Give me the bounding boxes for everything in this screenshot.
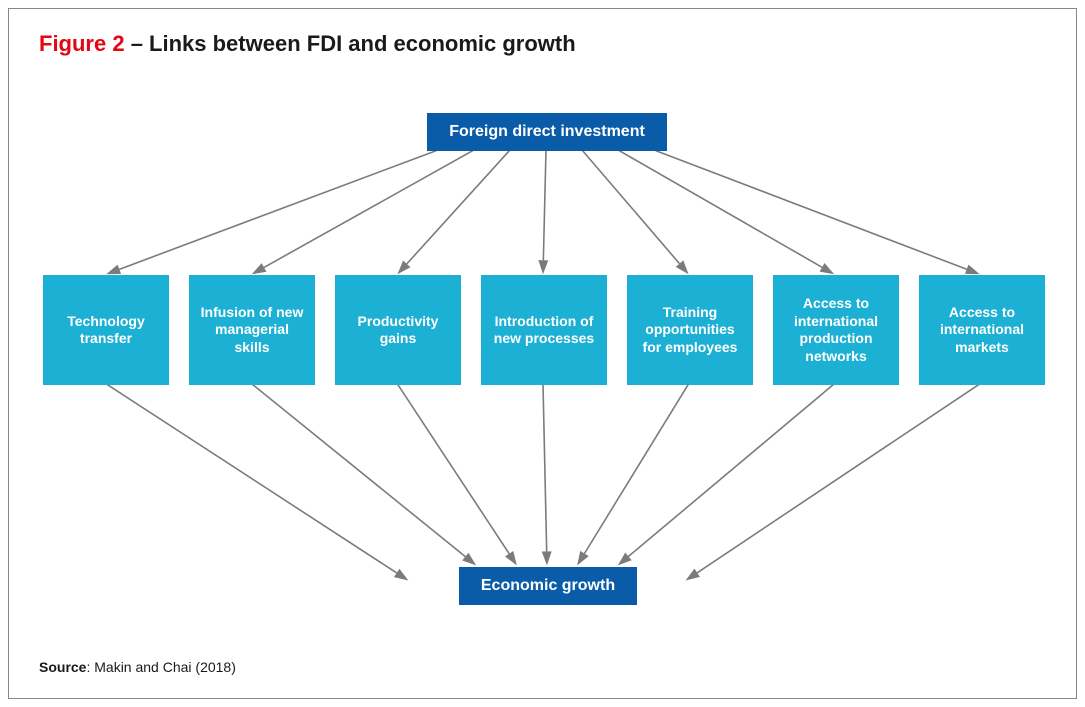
node-growth: Economic growth [459, 567, 637, 605]
node-m5: Training opportunities for employees [627, 275, 753, 385]
node-m2: Infusion of new managerial skills [189, 275, 315, 385]
node-m1: Technology transfer [43, 275, 169, 385]
node-m3: Productivity gains [335, 275, 461, 385]
source-text: Makin and Chai (2018) [94, 659, 236, 675]
node-fdi: Foreign direct investment [427, 113, 667, 151]
page: Figure 2 – Links between FDI and economi… [0, 0, 1085, 707]
node-m4: Introduction of new processes [481, 275, 607, 385]
figure-frame: Figure 2 – Links between FDI and economi… [8, 8, 1077, 699]
source-label: Source [39, 659, 86, 675]
node-m7: Access to international markets [919, 275, 1045, 385]
figure-source: Source: Makin and Chai (2018) [39, 659, 236, 675]
node-m6: Access to international production netwo… [773, 275, 899, 385]
